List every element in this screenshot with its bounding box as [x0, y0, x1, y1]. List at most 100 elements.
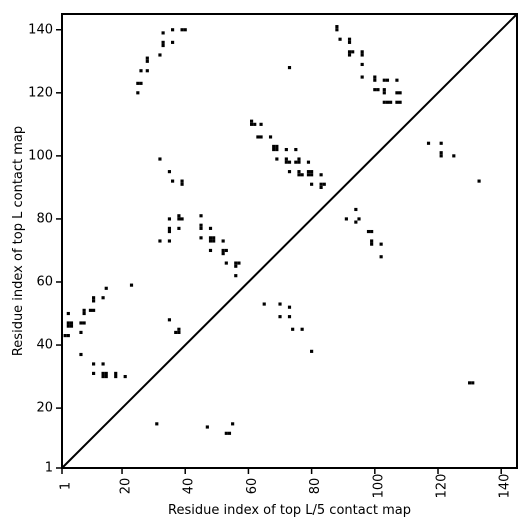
contact-point	[171, 40, 175, 44]
contact-point	[66, 334, 70, 338]
contact-point	[145, 69, 149, 73]
contact-point	[360, 53, 364, 57]
contact-point	[63, 334, 67, 338]
contact-point	[167, 170, 172, 174]
contact-point	[224, 248, 228, 253]
contact-point	[370, 229, 374, 234]
contact-point	[177, 327, 181, 331]
contact-point	[79, 330, 83, 334]
contact-point	[171, 28, 175, 32]
contact-point	[180, 179, 184, 183]
contact-point	[297, 173, 301, 177]
contact-point	[145, 56, 149, 60]
contact-point	[155, 422, 159, 426]
contact-point	[426, 141, 431, 145]
contact-point	[272, 144, 276, 148]
y-tick-label: 100	[28, 148, 53, 163]
contact-point	[167, 217, 172, 221]
contact-point	[385, 100, 390, 104]
contact-point	[379, 255, 383, 259]
contact-point	[104, 286, 108, 290]
contact-point	[310, 173, 314, 177]
contact-point	[92, 296, 96, 300]
contact-point	[452, 154, 456, 158]
contact-point	[253, 122, 257, 126]
contact-point	[351, 50, 355, 54]
contact-point	[227, 431, 232, 435]
plot-frame	[61, 13, 518, 469]
contact-point	[373, 78, 377, 82]
contact-point	[357, 217, 361, 221]
contact-point	[199, 226, 203, 230]
contact-point	[234, 274, 238, 278]
contact-point	[382, 88, 386, 92]
contact-point	[395, 78, 399, 82]
x-tick-label: 120	[435, 474, 450, 499]
x-axis-label: Residue index of top L/5 contact map	[168, 503, 411, 518]
contact-point	[439, 151, 443, 155]
contact-point	[287, 160, 292, 164]
contact-point	[360, 50, 364, 54]
contact-point	[398, 91, 402, 95]
contact-point	[347, 53, 352, 57]
contact-point	[101, 362, 105, 366]
contact-point	[300, 173, 304, 177]
contact-point	[129, 283, 134, 287]
contact-point	[439, 141, 443, 145]
contact-point	[385, 78, 390, 82]
contact-point	[136, 81, 140, 85]
contact-point	[297, 157, 301, 161]
contact-point	[237, 261, 241, 265]
x-tick-label: 1	[59, 482, 74, 490]
y-tick-label: 60	[36, 274, 53, 289]
contact-point	[477, 179, 481, 183]
contact-point	[79, 352, 83, 357]
contact-point	[183, 28, 187, 32]
contact-point	[167, 226, 172, 230]
contact-point	[92, 308, 96, 312]
contact-point	[208, 226, 213, 230]
contact-point	[335, 25, 339, 29]
contact-point	[167, 229, 172, 234]
contact-point	[161, 40, 165, 44]
contact-point	[275, 144, 279, 148]
contact-point	[212, 239, 216, 243]
contact-point	[347, 50, 352, 54]
y-axis-label: Residue index of top L contact map	[11, 126, 26, 356]
y-tick-label: 80	[36, 211, 53, 226]
contact-point	[161, 31, 165, 35]
contact-point	[347, 37, 352, 41]
contact-point	[468, 381, 472, 385]
contact-point	[322, 182, 326, 186]
contact-point	[310, 349, 314, 353]
contact-point	[382, 78, 386, 82]
contact-point	[370, 242, 374, 246]
contact-point	[199, 236, 203, 240]
contact-point	[287, 305, 292, 309]
contact-point	[82, 311, 86, 316]
contact-point	[158, 53, 162, 57]
contact-point	[319, 185, 323, 189]
x-tick-label: 80	[308, 478, 323, 495]
contact-point	[395, 91, 399, 95]
contact-point	[234, 261, 238, 265]
contact-point	[104, 374, 108, 379]
contact-point	[88, 308, 93, 312]
contact-point	[382, 100, 386, 104]
contact-point	[167, 239, 172, 243]
contact-point	[114, 371, 118, 375]
contact-point	[180, 217, 184, 221]
contact-point	[373, 75, 377, 79]
contact-point	[262, 302, 266, 306]
x-tick-label: 60	[245, 478, 260, 495]
contact-point	[136, 91, 140, 95]
contact-point	[221, 239, 225, 243]
contact-point	[344, 217, 348, 221]
contact-point	[92, 362, 96, 366]
contact-point	[354, 207, 358, 212]
contact-point	[389, 100, 393, 104]
contact-point	[101, 296, 105, 300]
contact-point	[284, 147, 288, 152]
contact-point	[139, 69, 143, 73]
